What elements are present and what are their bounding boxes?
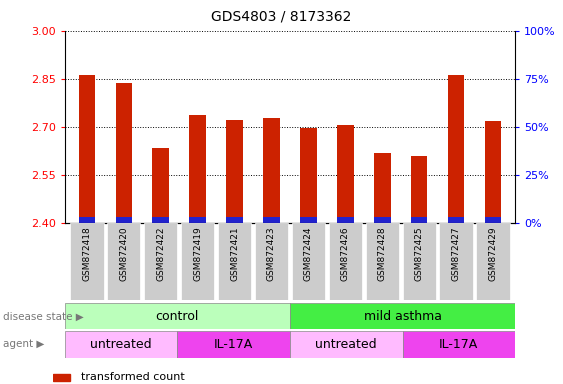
Text: GSM872418: GSM872418 [82, 227, 91, 281]
Bar [290, 331, 403, 358]
FancyBboxPatch shape [440, 223, 473, 300]
FancyBboxPatch shape [403, 223, 436, 300]
Text: GSM872429: GSM872429 [489, 227, 498, 281]
Text: control: control [155, 310, 199, 323]
Text: GSM872426: GSM872426 [341, 227, 350, 281]
FancyBboxPatch shape [476, 223, 510, 300]
Text: agent ▶: agent ▶ [3, 339, 44, 349]
FancyBboxPatch shape [365, 223, 399, 300]
Bar [115, 83, 132, 223]
FancyBboxPatch shape [144, 223, 177, 300]
Text: untreated: untreated [90, 338, 152, 351]
Bar [374, 153, 391, 223]
Bar [374, 217, 391, 223]
Text: GSM872425: GSM872425 [415, 227, 424, 281]
Bar [153, 147, 169, 223]
FancyBboxPatch shape [255, 223, 288, 300]
FancyBboxPatch shape [292, 223, 325, 300]
Bar [79, 75, 95, 223]
Bar [263, 217, 280, 223]
Bar [485, 121, 501, 223]
FancyBboxPatch shape [181, 223, 215, 300]
Bar [115, 217, 132, 223]
Bar [53, 374, 70, 381]
Bar [153, 217, 169, 223]
Text: GSM872427: GSM872427 [452, 227, 461, 281]
Bar [403, 331, 515, 358]
Text: mild asthma: mild asthma [364, 310, 441, 323]
Bar [300, 217, 317, 223]
Bar [226, 217, 243, 223]
Bar [411, 217, 427, 223]
Bar [411, 156, 427, 223]
Bar [226, 120, 243, 223]
FancyBboxPatch shape [70, 223, 104, 300]
Bar [290, 303, 515, 329]
Text: disease state ▶: disease state ▶ [3, 311, 83, 321]
Text: GDS4803 / 8173362: GDS4803 / 8173362 [211, 10, 352, 23]
Bar [189, 217, 206, 223]
Bar [448, 75, 464, 223]
Bar [177, 331, 290, 358]
Text: GSM872423: GSM872423 [267, 227, 276, 281]
FancyBboxPatch shape [107, 223, 140, 300]
Text: GSM872422: GSM872422 [156, 227, 165, 281]
Bar [189, 114, 206, 223]
FancyBboxPatch shape [218, 223, 251, 300]
Text: GSM872428: GSM872428 [378, 227, 387, 281]
Text: transformed count: transformed count [81, 372, 185, 382]
Text: GSM872421: GSM872421 [230, 227, 239, 281]
FancyBboxPatch shape [329, 223, 362, 300]
Text: IL-17A: IL-17A [214, 338, 253, 351]
Bar [65, 303, 290, 329]
Bar [300, 128, 317, 223]
Bar [337, 125, 354, 223]
Bar [263, 118, 280, 223]
Bar [65, 331, 177, 358]
Bar [337, 217, 354, 223]
Text: IL-17A: IL-17A [439, 338, 479, 351]
Bar [79, 217, 95, 223]
Text: untreated: untreated [315, 338, 377, 351]
Text: GSM872420: GSM872420 [119, 227, 128, 281]
Text: GSM872424: GSM872424 [304, 227, 313, 281]
Bar [485, 217, 501, 223]
Text: GSM872419: GSM872419 [193, 227, 202, 281]
Bar [448, 217, 464, 223]
